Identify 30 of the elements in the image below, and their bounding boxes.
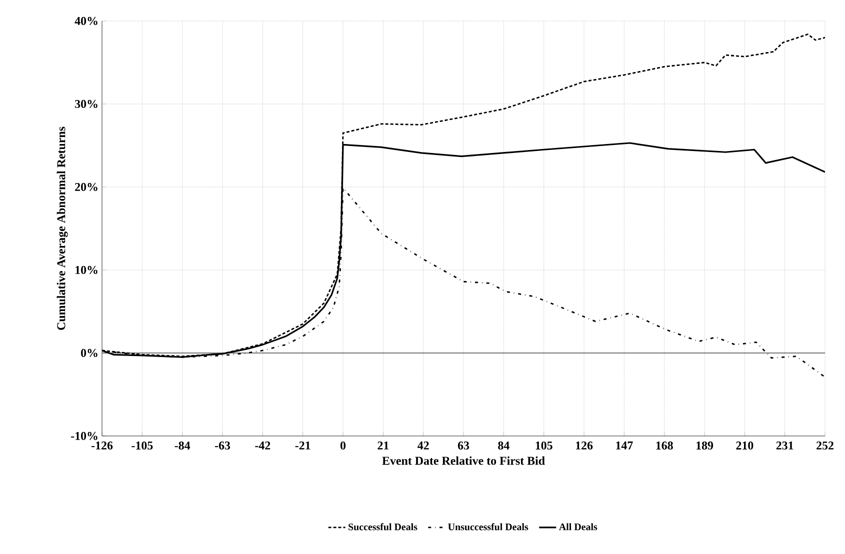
x-tick-label: 84 [498,441,510,450]
legend-label: All Deals [559,523,598,530]
x-tick-label: 231 [776,441,794,450]
x-tick-label: 168 [656,441,673,450]
y-tick-label: 40% [74,16,98,26]
x-tick-label: 252 [816,441,834,450]
x-tick-label: -63 [214,441,230,450]
x-tick-label: 21 [378,441,389,450]
y-tick-label: 20% [75,182,98,192]
x-tick-label: -21 [295,441,310,450]
x-tick-label: -84 [174,441,190,450]
legend-label: Unsuccessful Deals [448,523,528,530]
y-axis-title: Cumulative Average Abnormal Returns [56,126,68,330]
x-tick-label: 126 [576,441,593,450]
y-tick-label: 30% [75,100,98,108]
x-tick-label: -42 [255,441,270,450]
y-tick-label: 10% [76,266,98,274]
y-tick-label: -10% [71,432,98,440]
x-tick-label: -105 [132,441,153,450]
x-tick-label: 210 [736,441,754,450]
x-tick-label: -126 [91,441,113,450]
x-tick-label: 189 [696,441,714,450]
x-axis-title: Event Date Relative to First Bid [382,456,545,465]
x-tick-label: 42 [418,441,429,450]
legend-label: Successful Deals [348,523,418,530]
y-tick-label: 0% [81,348,98,358]
x-tick-label: 147 [616,442,633,450]
x-tick-label: 105 [536,441,552,450]
x-tick-label: 63 [458,441,470,450]
x-tick-label: 0 [340,441,346,450]
